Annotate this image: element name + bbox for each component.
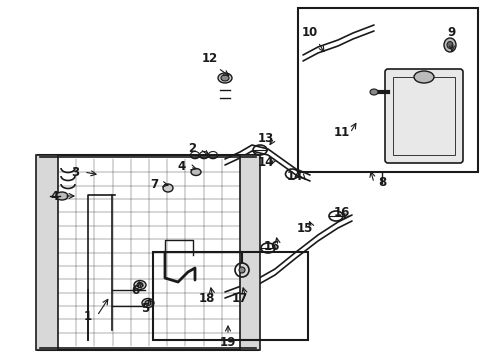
Text: 9: 9 xyxy=(447,26,455,39)
Text: 10: 10 xyxy=(301,26,318,39)
Ellipse shape xyxy=(446,41,452,49)
Bar xyxy=(240,155,260,350)
Bar xyxy=(153,252,307,340)
Ellipse shape xyxy=(137,283,142,288)
Ellipse shape xyxy=(134,280,146,289)
Text: 15: 15 xyxy=(296,221,312,234)
Text: 14: 14 xyxy=(286,170,303,183)
Text: 3: 3 xyxy=(71,166,79,179)
Ellipse shape xyxy=(142,298,154,307)
Text: 1: 1 xyxy=(84,310,92,323)
FancyBboxPatch shape xyxy=(384,69,462,163)
Text: 16: 16 xyxy=(333,207,349,220)
Text: 16: 16 xyxy=(263,239,280,252)
Text: 5: 5 xyxy=(141,302,149,315)
Bar xyxy=(38,155,258,350)
Ellipse shape xyxy=(413,71,433,83)
Text: 2: 2 xyxy=(187,143,196,156)
Ellipse shape xyxy=(369,89,377,95)
Ellipse shape xyxy=(163,184,173,192)
Ellipse shape xyxy=(191,168,201,175)
Text: 6: 6 xyxy=(131,284,139,297)
Bar xyxy=(392,77,454,155)
Text: 7: 7 xyxy=(150,177,158,190)
Text: 13: 13 xyxy=(257,131,274,144)
Bar xyxy=(36,155,58,350)
Text: 18: 18 xyxy=(199,292,215,305)
Ellipse shape xyxy=(239,267,244,273)
Text: 8: 8 xyxy=(377,176,386,189)
Text: 4: 4 xyxy=(178,161,186,174)
Text: 14: 14 xyxy=(257,156,274,168)
Ellipse shape xyxy=(221,75,228,81)
Ellipse shape xyxy=(145,301,151,306)
Ellipse shape xyxy=(56,192,68,200)
Ellipse shape xyxy=(218,73,231,83)
Ellipse shape xyxy=(443,38,455,52)
Text: 11: 11 xyxy=(333,126,349,139)
Text: 4: 4 xyxy=(51,189,59,202)
Text: 19: 19 xyxy=(220,336,236,348)
Text: 17: 17 xyxy=(231,292,247,305)
Text: 12: 12 xyxy=(202,51,218,64)
Bar xyxy=(297,8,477,172)
